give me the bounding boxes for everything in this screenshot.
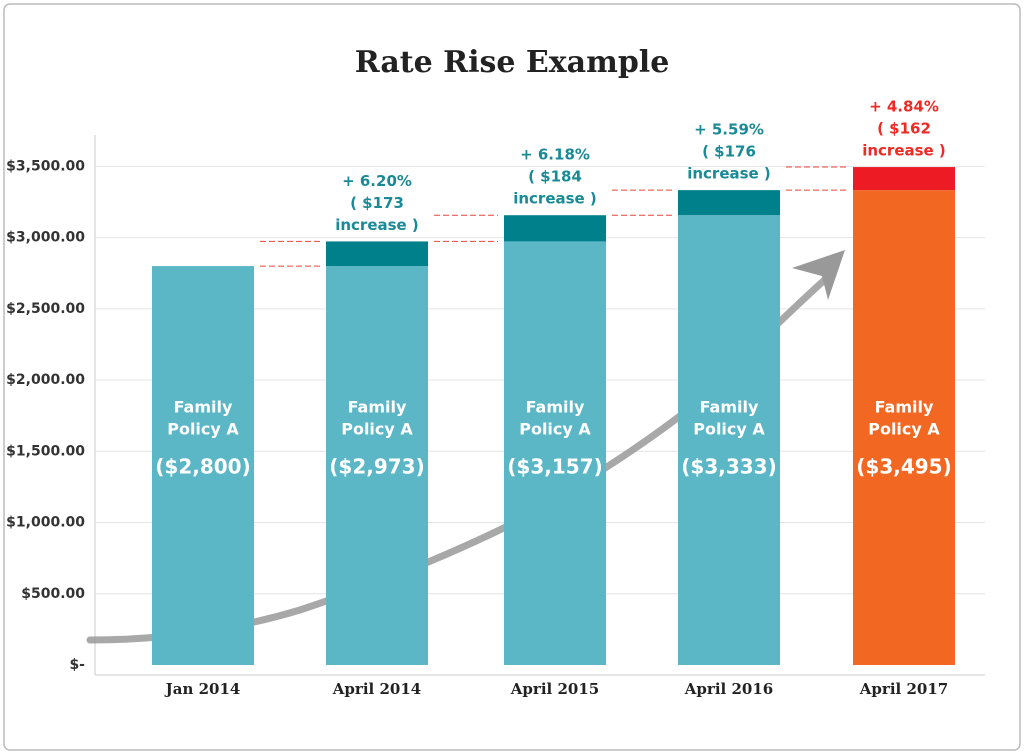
annotation: + 6.18% (520, 146, 590, 164)
bar-value-label: ($3,333) (681, 455, 776, 479)
annotation: ( $162 (877, 120, 931, 138)
bar-segment (504, 241, 606, 665)
x-tick-label: April 2016 (684, 680, 773, 698)
bar-segment (504, 215, 606, 242)
annotation: ( $176 (702, 143, 756, 161)
bar-name: Family (700, 398, 759, 417)
y-tick-label: $- (69, 657, 85, 673)
bar-value-label: ($3,495) (856, 455, 951, 479)
bar-name: Family (348, 398, 407, 417)
x-tick-label: April 2015 (510, 680, 599, 698)
bar-name: Policy A (693, 420, 765, 439)
y-tick-label: $3,000.00 (6, 230, 85, 246)
chart-title: Rate Rise Example (355, 45, 670, 80)
bar-name: Policy A (341, 420, 413, 439)
x-tick-label: April 2017 (859, 680, 948, 698)
bar-value-label: ($2,800) (155, 455, 250, 479)
y-tick-label: $2,500.00 (6, 301, 85, 317)
annotation: ( $173 (350, 194, 404, 212)
bar-segment (326, 266, 428, 665)
y-tick-label: $1,500.00 (6, 443, 85, 459)
annotation: increase ) (862, 142, 946, 160)
annotation: increase ) (335, 216, 419, 234)
bar-segment (678, 190, 780, 216)
bar-segment (853, 167, 955, 191)
annotation: + 5.59% (694, 121, 764, 139)
bar-name: Policy A (167, 420, 239, 439)
bar-segment (152, 266, 254, 665)
bar-segment (678, 215, 780, 665)
bar-name: Family (875, 398, 934, 417)
x-tick-label: Jan 2014 (164, 680, 241, 698)
bar-name: Policy A (519, 420, 591, 439)
annotation: increase ) (687, 165, 771, 183)
y-tick-label: $2,000.00 (6, 372, 85, 388)
bar-name: Family (174, 398, 233, 417)
annotation: ( $184 (528, 168, 582, 186)
y-tick-label: $500.00 (21, 586, 85, 602)
bar-name: Policy A (868, 420, 940, 439)
annotation: + 4.84% (869, 98, 939, 116)
annotation: increase ) (513, 190, 597, 208)
y-tick-label: $3,500.00 (6, 158, 85, 174)
bar-segment (853, 190, 955, 666)
bar-segment (326, 241, 428, 267)
y-tick-label: $1,000.00 (6, 515, 85, 531)
x-tick-label: April 2014 (332, 680, 421, 698)
annotation: + 6.20% (342, 172, 412, 190)
bar-value-label: ($3,157) (507, 455, 602, 479)
bar-name: Family (526, 398, 585, 417)
trend-arrow-head (792, 250, 845, 300)
plot: Jan 2014 Family Policy A ($2,800) April 2014… (152, 98, 955, 698)
bar-value-label: ($2,973) (329, 455, 424, 479)
